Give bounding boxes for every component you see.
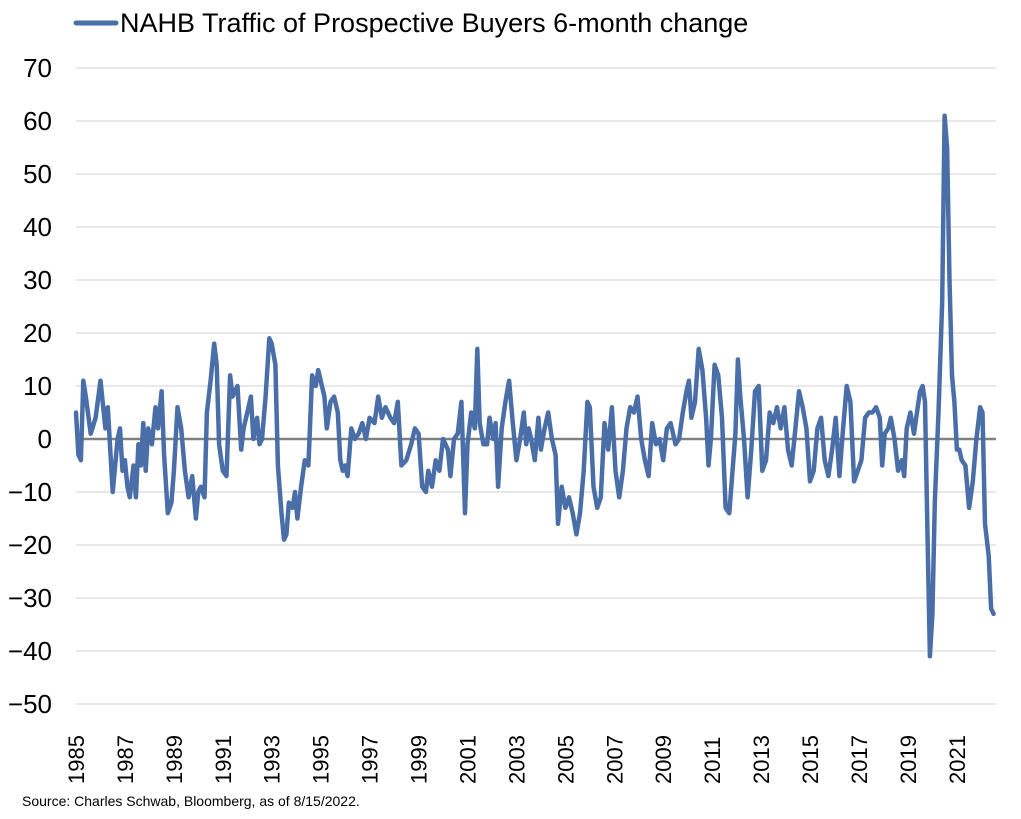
y-tick-label: 20 [23,318,52,348]
x-tick-label: 1997 [358,735,383,784]
y-tick-label: 30 [23,265,52,295]
x-tick-label: 1993 [260,735,285,784]
x-tick-label: 2009 [651,735,676,784]
x-tick-label: 2021 [945,735,970,784]
x-tick-label: 2015 [798,735,823,784]
y-tick-label: −20 [8,530,52,560]
y-tick-label: −40 [8,636,52,666]
y-tick-label: 70 [23,53,52,83]
x-tick-label: 1985 [64,735,89,784]
y-tick-label: −30 [8,583,52,613]
y-tick-label: 40 [23,212,52,242]
source-note: Source: Charles Schwab, Bloomberg, as of… [22,793,360,809]
x-tick-label: 1995 [309,735,334,784]
x-tick-label: 2017 [847,735,872,784]
y-tick-label: 0 [38,424,52,454]
y-tick-label: 10 [23,371,52,401]
x-tick-label: 1999 [407,735,432,784]
y-axis-ticks: 70 60 50 40 30 20 10 0 −10 −20 −30 −40 −50 [8,53,52,719]
y-tick-label: −10 [8,477,52,507]
series-line-traffic-6m-change [73,113,996,659]
x-tick-label: 2001 [455,735,480,784]
x-tick-label: 2011 [700,737,725,784]
x-tick-label: 1989 [162,735,187,784]
x-tick-label: 2019 [896,735,921,784]
y-tick-label: −50 [8,689,52,719]
legend: NAHB Traffic of Prospective Buyers 6-mon… [73,8,748,38]
x-axis-ticks: 1985 1987 1989 1991 1993 1995 1997 1999 2001 2003… [64,735,970,784]
x-tick-label: 2003 [504,735,529,784]
gridlines [76,67,996,705]
x-tick-label: 1991 [211,735,236,784]
x-tick-label: 1987 [113,735,138,784]
legend-label: NAHB Traffic of Prospective Buyers 6-mon… [120,8,748,38]
x-tick-label: 2007 [602,735,627,784]
x-tick-label: 2013 [749,735,774,784]
x-tick-label: 2005 [553,735,578,784]
y-tick-label: 50 [23,159,52,189]
y-tick-label: 60 [23,106,52,136]
